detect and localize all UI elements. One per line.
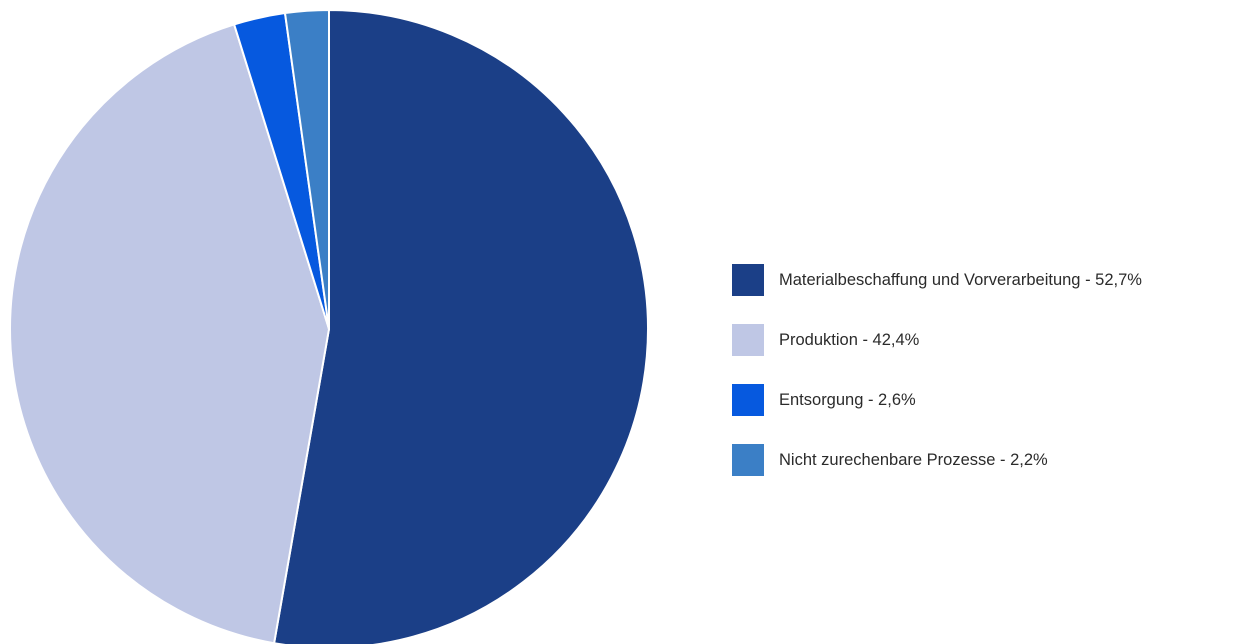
legend-label: Entsorgung - 2,6% — [779, 390, 916, 409]
pie-slice — [284, 9, 330, 330]
legend-swatch — [732, 444, 764, 476]
legend-item: Nicht zurechenbare Prozesse - 2,2% — [732, 444, 1256, 476]
legend-label: Materialbeschaffung und Vorverarbeitung … — [779, 270, 1142, 289]
legend-label: Produktion - 42,4% — [779, 330, 920, 349]
chart-legend: Materialbeschaffung und Vorverarbeitung … — [732, 264, 1256, 504]
pie-slice — [273, 9, 649, 644]
legend-swatch — [732, 264, 764, 296]
legend-label: Nicht zurechenbare Prozesse - 2,2% — [779, 450, 1048, 469]
pie-plot-area — [9, 9, 649, 644]
legend-item: Produktion - 42,4% — [732, 324, 1256, 356]
legend-item: Materialbeschaffung und Vorverarbeitung … — [732, 264, 1256, 296]
legend-item: Entsorgung - 2,6% — [732, 384, 1256, 416]
legend-swatch — [732, 324, 764, 356]
legend-swatch — [732, 384, 764, 416]
pie-slice — [9, 23, 330, 644]
